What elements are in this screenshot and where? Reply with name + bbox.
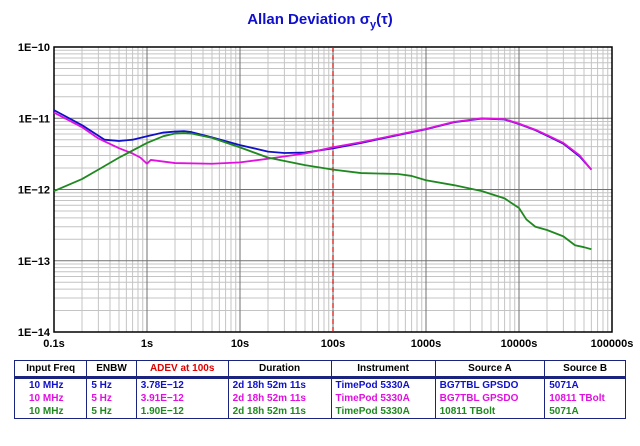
cell-duration: 2d 18h 52m 11s [227, 405, 332, 419]
x-tick-label: 0.1s [43, 338, 64, 350]
x-tick-label: 1000s [411, 338, 442, 350]
cell-source-a: BG7TBL GPSDO [434, 392, 546, 405]
y-tick-label: 1E−10 [18, 42, 50, 54]
cell-duration: 2d 18h 52m 11s [227, 377, 332, 392]
header-source-a: Source A [434, 360, 546, 379]
legend-header-row: Input Freq ENBW ADEV at 100s Duration In… [13, 360, 626, 379]
chart-title-subscript: y [369, 19, 377, 31]
cell-source-b: 5071A [544, 377, 626, 392]
cell-instrument: TimePod 5330A [330, 392, 436, 405]
x-tick-label: 100s [321, 338, 345, 350]
chart-title-symbol: σ [359, 11, 370, 28]
allan-deviation-plot: 0.1s 1s 10s 100s 1000s 10000s 100000s 1E−14 1E−1… [18, 42, 634, 350]
header-source-b: Source B [544, 360, 626, 379]
cell-source-b: 10811 TBolt [544, 392, 626, 405]
cell-adev-100s: 3.91E−12 [135, 392, 229, 405]
x-tick-label: 1s [141, 338, 153, 350]
header-instrument: Instrument [330, 360, 436, 379]
header-adev: ADEV at 100s [135, 360, 229, 379]
header-input-freq: Input Freq [13, 360, 88, 379]
x-tick-label: 100000s [591, 338, 634, 350]
legend-table: Input Freq ENBW ADEV at 100s Duration In… [13, 360, 626, 419]
cell-source-a: 10811 TBolt [434, 405, 546, 419]
series-line-3 [53, 132, 592, 251]
cell-input-freq: 10 MHz [13, 377, 88, 392]
legend-row-2: 10 MHz 5 Hz 3.91E−12 2d 18h 52m 11s TimePod … [13, 392, 626, 405]
chart-title-text: Allan Deviation [247, 11, 356, 28]
x-tick-label: 10s [231, 338, 249, 350]
header-duration: Duration [227, 360, 332, 379]
cell-input-freq: 10 MHz [13, 405, 88, 419]
cell-instrument: TimePod 5330A [330, 377, 436, 392]
legend-row-1: 10 MHz 5 Hz 3.78E−12 2d 18h 52m 11s TimePod … [13, 377, 626, 392]
chart-title: Allan Deviation σy(τ) [0, 11, 640, 31]
y-tick-label: 1E−12 [18, 185, 50, 197]
y-tick-label: 1E−14 [18, 327, 51, 339]
y-tick-label: 1E−11 [18, 113, 50, 125]
plot-series [53, 47, 593, 332]
cell-enbw: 5 Hz [86, 405, 137, 419]
y-tick-label: 1E−13 [18, 256, 50, 268]
legend-row-3: 10 MHz 5 Hz 1.90E−12 2d 18h 52m 11s TimePod … [13, 405, 626, 419]
chart-title-arg: (τ) [376, 11, 393, 28]
x-tick-label: 10000s [501, 338, 538, 350]
cell-duration: 2d 18h 52m 11s [227, 392, 332, 405]
cell-source-a: BG7TBL GPSDO [434, 377, 546, 392]
cell-instrument: TimePod 5330A [330, 405, 436, 419]
header-enbw: ENBW [86, 360, 137, 379]
cell-adev-100s: 3.78E−12 [135, 377, 229, 392]
cell-input-freq: 10 MHz [13, 392, 88, 405]
cell-enbw: 5 Hz [86, 377, 137, 392]
axis-ticks: 0.1s 1s 10s 100s 1000s 10000s 100000s 1E−14 1E−1… [18, 42, 634, 350]
series-line-2 [53, 111, 593, 171]
cell-source-b: 5071A [544, 405, 626, 419]
cell-adev-100s: 1.90E−12 [135, 405, 229, 419]
cell-enbw: 5 Hz [86, 392, 137, 405]
